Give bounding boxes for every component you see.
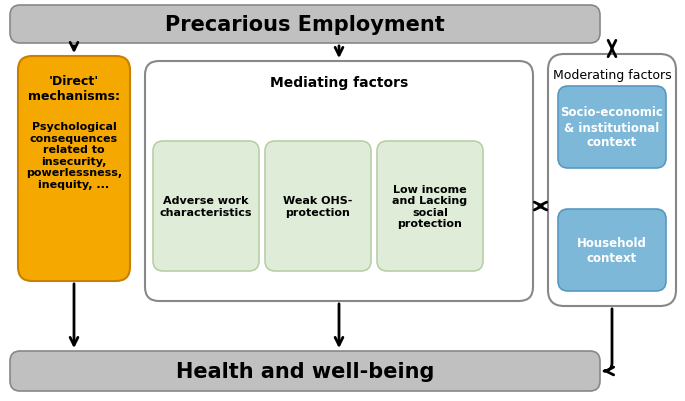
FancyBboxPatch shape (558, 209, 666, 291)
Text: Precarious Employment: Precarious Employment (165, 15, 445, 35)
FancyBboxPatch shape (548, 55, 676, 306)
FancyBboxPatch shape (10, 6, 600, 44)
Text: 'Direct'
mechanisms:: 'Direct' mechanisms: (28, 75, 120, 103)
Text: Health and well-being: Health and well-being (176, 361, 434, 381)
FancyBboxPatch shape (558, 87, 666, 168)
FancyBboxPatch shape (377, 142, 483, 271)
FancyBboxPatch shape (10, 351, 600, 391)
FancyBboxPatch shape (18, 57, 130, 281)
FancyBboxPatch shape (145, 62, 533, 301)
FancyBboxPatch shape (153, 142, 259, 271)
FancyBboxPatch shape (265, 142, 371, 271)
Text: Adverse work
characteristics: Adverse work characteristics (160, 196, 252, 217)
Text: Household
context: Household context (577, 237, 647, 264)
Text: Low income
and Lacking
social
protection: Low income and Lacking social protection (393, 184, 468, 229)
Text: Weak OHS-
protection: Weak OHS- protection (284, 196, 353, 217)
Text: Moderating factors: Moderating factors (553, 69, 671, 82)
Text: Socio-economic
& institutional
context: Socio-economic & institutional context (560, 106, 664, 149)
Text: Mediating factors: Mediating factors (270, 76, 408, 90)
Text: Psychological
consequences
related to
insecurity,
powerlessness,
inequity, ...: Psychological consequences related to in… (26, 122, 122, 190)
